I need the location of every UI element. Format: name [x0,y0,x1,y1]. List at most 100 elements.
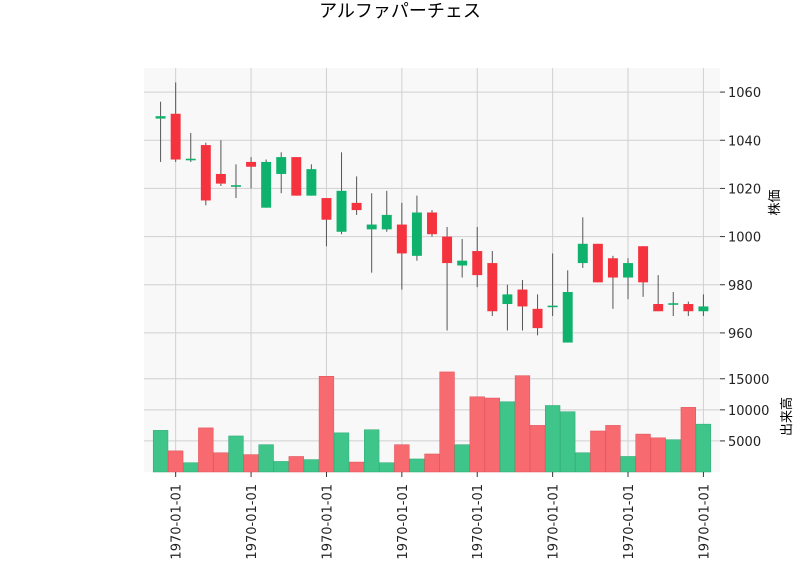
candle-body [427,212,437,235]
candle [457,238,468,278]
volume-bar [258,444,274,473]
candle [381,190,392,232]
volume-tick-label: 15000 [728,373,769,388]
candle-body [246,161,257,167]
candle-body [215,173,226,184]
x-tick-label: 1970-01-01 [471,484,486,560]
candle [562,270,573,343]
candle-body [306,169,317,196]
candle [276,152,287,194]
candle [502,284,513,331]
volume-bar [469,396,485,473]
candle [185,133,196,162]
candle [577,217,588,268]
x-tick-label: 1970-01-01 [396,484,411,560]
volume-bar [409,458,425,473]
volume-bar [439,371,455,473]
volume-axis-ticks: 5000 10000 15000 [720,373,769,450]
price-axis-ticks: 960 980 1000 1020 1040 1060 [720,86,761,342]
candle [668,291,679,317]
candle-body [276,157,287,174]
price-panel: 960 980 1000 1020 1040 1060 [144,68,761,357]
volume-bars [152,371,712,473]
price-tick-label: 1000 [728,231,761,246]
candle-body [366,224,377,230]
volume-axis-label: 出来高 [779,397,795,436]
x-tick-label: 1970-01-01 [622,484,637,560]
candle [336,152,347,235]
candle-body [261,161,272,208]
volume-bar [484,397,500,473]
candle-body [396,224,407,254]
volume-bar [288,456,304,473]
volume-bar [213,452,229,473]
volume-panel: 5000 10000 15000 [144,357,769,473]
price-tick-label: 980 [728,279,753,294]
volume-bar [680,407,696,473]
candle-body [502,294,513,305]
price-axis-label: 株価 [768,189,783,215]
candle-body [321,198,332,220]
volume-bar [394,444,410,473]
candle-body [562,291,573,343]
price-tick-label: 1020 [728,182,761,197]
candle-body [623,263,633,278]
candle-body [200,145,211,201]
volume-bar [379,462,395,473]
price-tick-label: 960 [728,327,753,342]
candle-body [291,157,302,196]
candle-body [653,304,664,312]
candle [653,275,664,312]
candle-body [532,308,543,329]
candle-body [472,251,483,276]
candle-body [607,258,618,278]
candle [472,226,483,288]
candle [396,202,407,290]
candle [607,255,618,309]
volume-tick-label: 10000 [728,404,769,419]
candle [155,101,166,162]
volume-bar [424,453,440,473]
candle-body [351,202,362,211]
price-tick-label: 1040 [728,134,761,149]
candle [592,243,603,283]
candle-body [577,243,588,264]
candle [427,210,437,237]
candle [306,164,317,196]
volume-bar [273,461,289,473]
x-tick-label: 1970-01-01 [320,484,335,560]
volume-bar [575,452,591,473]
volume-bar [605,425,621,473]
candle [321,198,332,247]
price-tick-label: 1060 [728,86,761,101]
candle-body [487,263,498,312]
candle [215,140,226,187]
candle [698,294,709,317]
candle-body [411,212,422,256]
volume-bar [695,423,712,473]
candle [442,226,453,331]
volume-bar [544,405,561,473]
candle [261,159,272,208]
candle [683,301,694,317]
volume-bar [152,430,169,473]
volume-bar [560,411,576,473]
volume-bar [183,462,199,473]
volume-bar [243,454,259,473]
candle-body [638,246,649,283]
candle [291,157,302,196]
candle [547,253,558,317]
candle [411,195,422,261]
candle-body [155,116,166,119]
volume-bar [228,435,244,473]
volume-bar [454,444,470,473]
candle [532,294,543,336]
candle-body [231,185,241,187]
x-axis-ticks: 1970-01-01 1970-01-01 1970-01-01 1970-01-01… [170,472,712,560]
volume-bar [665,439,681,473]
volume-bar [529,425,546,473]
candle-body [442,236,453,264]
candle [638,246,649,297]
candle [517,279,528,331]
